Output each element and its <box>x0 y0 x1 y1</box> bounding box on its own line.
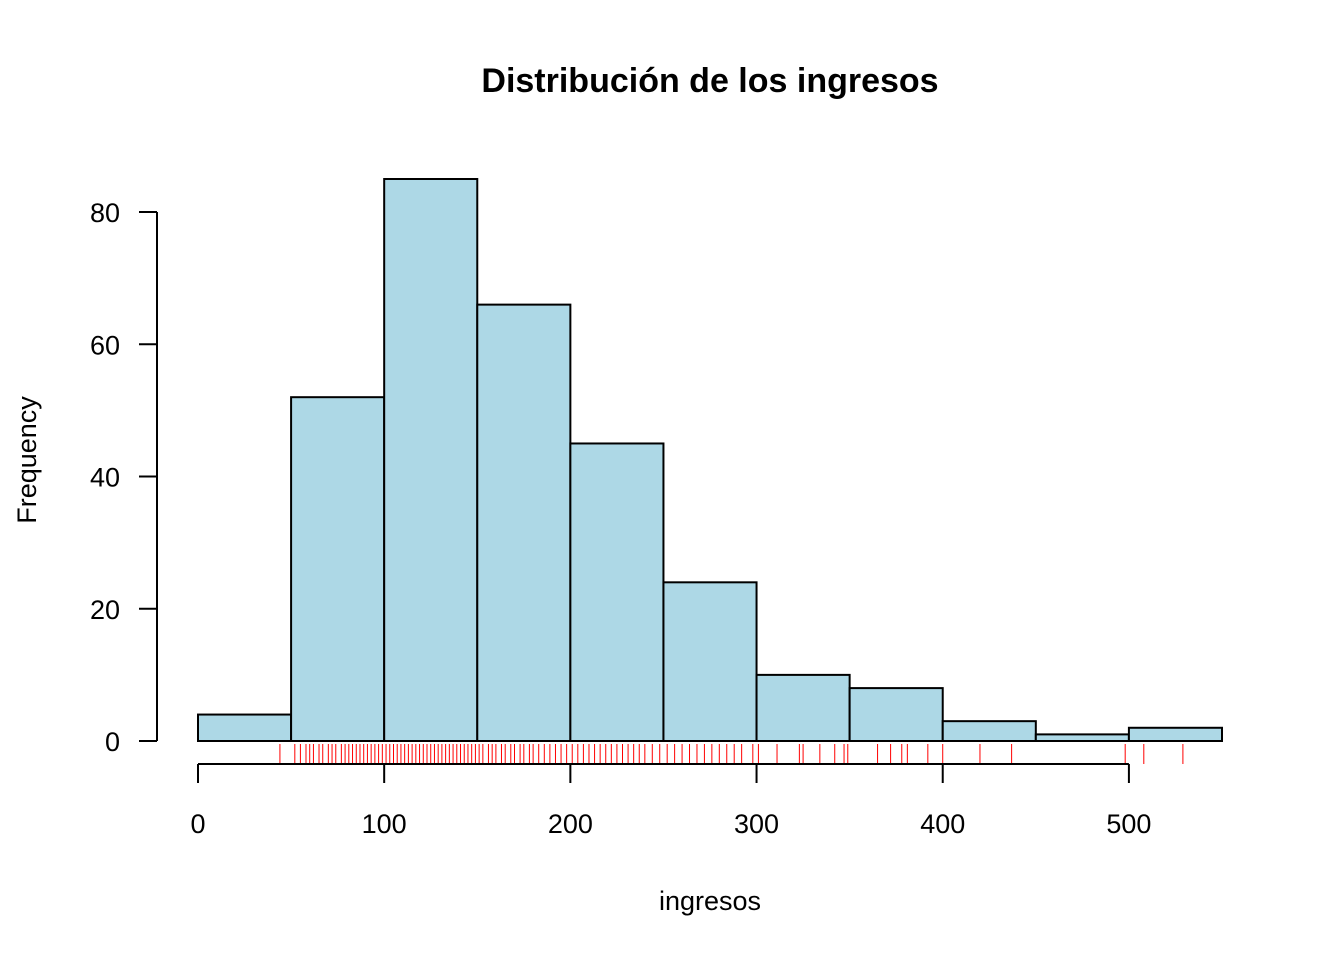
x-axis-label: ingresos <box>659 886 761 916</box>
histogram-bar <box>290 396 386 742</box>
x-tick-label: 100 <box>362 809 407 839</box>
x-tick-label: 400 <box>920 809 965 839</box>
histogram-bar <box>476 303 572 742</box>
histogram-bar <box>1127 726 1223 743</box>
x-tick-label: 300 <box>734 809 779 839</box>
histogram-bar <box>755 673 851 742</box>
histogram-bar <box>569 442 665 742</box>
x-axis: 0 100 200 300 400 500 <box>190 763 1151 839</box>
histogram-bar <box>1034 733 1130 743</box>
y-tick-label: 80 <box>90 198 120 228</box>
histogram-bar <box>941 720 1037 743</box>
histogram-bar <box>197 713 293 742</box>
x-tick-label: 0 <box>190 809 205 839</box>
rug-marks <box>279 744 1184 764</box>
histogram-bar <box>848 687 944 743</box>
x-tick-label: 200 <box>548 809 593 839</box>
histogram-bar <box>383 178 479 742</box>
chart-title: Distribución de los ingresos <box>481 62 938 100</box>
y-tick-label: 60 <box>90 330 120 360</box>
y-axis: 0 20 40 60 80 <box>90 198 158 757</box>
y-tick-label: 40 <box>90 463 120 493</box>
y-tick-label: 20 <box>90 595 120 625</box>
histogram-bars <box>197 178 1223 743</box>
histogram-bar <box>662 581 758 742</box>
y-axis-label: Frequency <box>12 396 42 524</box>
y-tick-label: 0 <box>105 727 120 757</box>
x-tick-label: 500 <box>1106 809 1151 839</box>
